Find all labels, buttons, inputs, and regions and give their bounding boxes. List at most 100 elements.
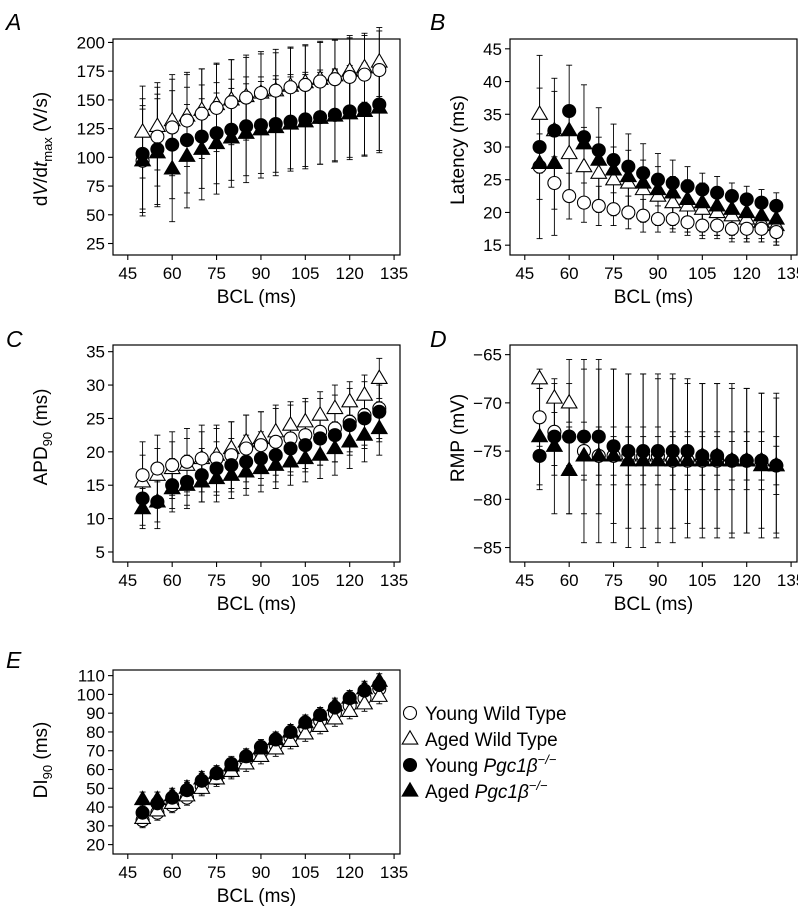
data-point [165,458,180,473]
data-point [591,429,606,444]
panel-b-xlabel: BCL (ms) [614,287,694,308]
data-point [222,128,241,144]
y-tick-label: 20 [86,443,105,462]
data-point [545,154,564,169]
data-point [370,686,389,702]
data-point [178,475,196,491]
data-point [178,778,196,794]
data-point [237,123,255,139]
x-tick-label: 105 [291,571,319,590]
panel-d-frame [509,344,798,563]
data-point [207,134,226,150]
data-point [340,432,359,448]
panel-b-ylabel: Latency (ms) [448,95,469,205]
data-point [298,77,313,93]
panel-a-ylabel: dV/dtmax (V/s) [31,92,55,206]
svg-text:DI90 (ms): DI90 (ms) [31,722,55,799]
legend-marker [402,757,418,773]
data-point [268,83,283,98]
data-point [326,709,344,725]
data-point [724,221,739,236]
data-point [723,199,741,215]
data-point [252,120,270,136]
data-point [281,452,300,468]
data-point [150,461,165,476]
x-tick-label: 45 [515,571,534,590]
data-point [133,790,152,806]
panel-c-ylabel: APD90 (ms) [31,389,55,486]
x-tick-label: 135 [380,264,408,283]
data-point [296,724,315,740]
data-point [326,696,344,712]
data-point [311,108,329,124]
legend-label: Aged Pgc1β−/− [425,778,548,803]
panel-letter-a: A [4,9,21,35]
legend-item: Aged Wild Type [401,729,558,751]
data-point [665,211,680,227]
data-point [239,90,254,105]
data-point [209,100,224,115]
x-tick-label: 45 [118,264,137,283]
data-point [370,369,389,385]
y-tick-label: −85 [473,539,502,558]
data-point [530,104,549,120]
data-point [193,140,211,155]
x-tick-label: 75 [604,571,623,590]
data-point [634,173,652,189]
y-tick-label: 40 [483,73,502,92]
y-tick-label: 70 [86,742,105,761]
y-tick-label: 30 [86,376,105,395]
data-point [767,209,786,225]
data-point [739,221,754,236]
y-tick-label: 60 [86,761,105,780]
y-tick-label: 100 [77,685,105,704]
data-point [296,713,315,729]
y-tick-label: 35 [483,105,502,124]
data-point [253,438,268,453]
panel-d-xlabel: BCL (ms) [614,594,694,615]
data-point [708,196,726,212]
y-tick-label: 200 [77,33,105,52]
legend-item: Young Wild Type [402,704,567,725]
data-point [355,694,374,710]
y-tick-label: 5 [96,543,105,562]
data-point [357,411,372,426]
data-point [355,425,374,441]
data-point [340,392,359,408]
panel-d: 45 60 75 90 105 120 135 BCL (ms) −85 −80 −75 −70 −65 [473,344,798,615]
x-tick-label: 75 [207,863,226,882]
data-point [266,455,285,471]
y-tick-label: 110 [78,667,105,686]
data-point [135,805,150,820]
data-point [340,702,359,717]
data-point [340,104,359,120]
data-point [237,747,255,763]
data-point [266,118,285,134]
y-tick-label: 75 [86,177,105,196]
data-point [313,74,328,89]
data-point [590,150,608,166]
x-tick-label: 45 [118,571,137,590]
y-tick-label: −65 [473,346,502,365]
data-point [165,137,180,152]
legend-label: Aged Wild Type [425,730,558,751]
data-point [268,434,283,449]
y-tick-label: 10 [86,510,105,529]
data-point [281,722,300,738]
y-tick-label: 25 [483,171,502,190]
x-tick-label: 90 [251,571,270,590]
data-point [326,399,344,415]
panel-c: 45 60 75 90 105 120 135 BCL (ms) 5 10 15 20 25 30 35 [86,343,408,615]
data-point [545,436,564,452]
x-tick-label: 60 [163,863,182,882]
data-point [604,446,623,462]
data-point [148,117,167,132]
panel-e-xlabel: BCL (ms) [217,886,297,907]
data-point [163,786,181,802]
panel-letter-e: E [6,647,22,673]
data-point [311,717,329,732]
y-tick-label: 50 [86,206,105,225]
data-point [575,134,593,150]
